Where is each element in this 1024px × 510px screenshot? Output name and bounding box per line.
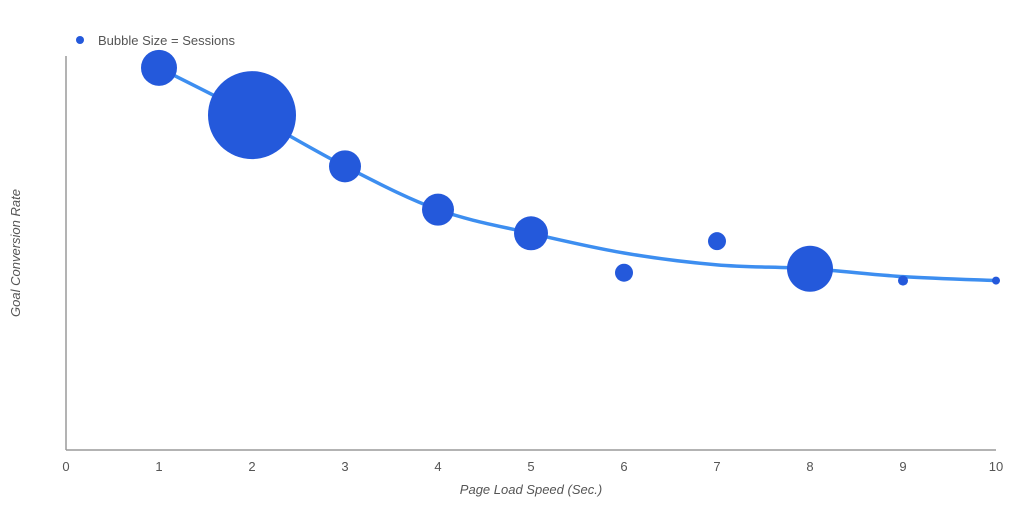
legend: Bubble Size = Sessions [76,33,235,48]
x-tick-label: 8 [806,459,813,474]
x-tick-label: 7 [713,459,720,474]
x-tick-label: 6 [620,459,627,474]
x-tick-label: 4 [434,459,441,474]
bubble-point[interactable] [898,275,908,286]
x-tick-labels: 0 1 2 3 4 5 6 7 8 9 10 [62,459,1003,474]
bubble-point[interactable] [615,263,633,282]
bubble-point[interactable] [422,193,454,226]
bubble-point[interactable] [514,216,548,251]
y-axis-title: Goal Conversion Rate [8,189,23,317]
x-tick-label: 1 [155,459,162,474]
legend-label: Bubble Size = Sessions [98,33,235,48]
x-axis-title: Page Load Speed (Sec.) [460,482,602,497]
bubble-point[interactable] [787,245,833,292]
x-tick-label: 2 [248,459,255,474]
bubble-point[interactable] [208,71,296,160]
x-tick-label: 5 [527,459,534,474]
bubble-point[interactable] [141,49,177,86]
legend-marker-icon [76,36,84,44]
x-tick-label: 3 [341,459,348,474]
bubbles [141,49,1000,292]
bubble-point[interactable] [992,276,1000,285]
axes [65,56,996,451]
bubble-point[interactable] [708,232,726,251]
x-tick-label: 10 [989,459,1003,474]
x-tick-label: 0 [62,459,69,474]
x-tick-label: 9 [899,459,906,474]
bubble-point[interactable] [329,150,361,183]
